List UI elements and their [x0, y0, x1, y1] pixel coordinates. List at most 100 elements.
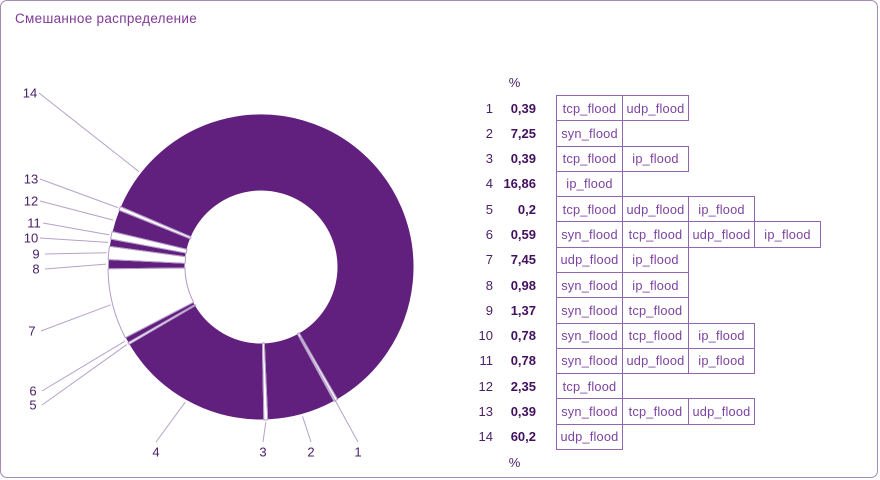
row-percent: 0,98 [510, 277, 536, 293]
row-index: 2 [485, 125, 493, 141]
attack-type-cell: tcp_flood [556, 373, 623, 400]
attack-type-cell: syn_flood [556, 398, 623, 425]
row-percent: 0,39 [510, 151, 536, 167]
table-row: 7 7,45 udp_flood ip_flood [471, 246, 689, 273]
attack-type-cell: tcp_flood [622, 322, 689, 349]
row-index: 7 [485, 252, 493, 268]
attack-type-cell: syn_flood [556, 271, 623, 299]
attack-type-cell: tcp_flood [622, 297, 689, 324]
row-index: 12 [478, 378, 493, 394]
donut-slice-3 [261, 342, 269, 421]
row-index: 10 [478, 328, 493, 344]
donut-slice-5 [127, 303, 197, 346]
table-row: 1 0,39 tcp_flood udp_flood [471, 95, 689, 122]
attack-type-cells: syn_flood tcp_flood [556, 297, 689, 324]
slice-number-label: 10 [24, 231, 38, 246]
attack-type-cell: ip_flood [622, 271, 689, 299]
leader-line-2 [302, 416, 312, 443]
attack-type-cell: syn_flood [556, 322, 623, 349]
table-row: 13 0,39 syn_flood tcp_flood udp_flood [471, 398, 755, 425]
table-row: 3 0,39 tcp_flood ip_flood [471, 145, 689, 172]
donut-slice-11 [110, 231, 188, 254]
attack-type-cells: udp_flood [556, 423, 623, 450]
row-percent: 0,39 [510, 100, 536, 116]
table-row: 6 0,59 syn_flood tcp_flood udp_flood ip_flood [471, 221, 821, 248]
slice-number-label: 13 [24, 172, 38, 187]
row-index: 4 [485, 176, 493, 192]
attack-type-cell: tcp_flood [556, 95, 623, 122]
table-row: 5 0,2 tcp_flood udp_flood ip_flood [471, 196, 755, 223]
table-row: 12 2,35 tcp_flood [471, 373, 623, 400]
attack-type-cell: ip_flood [754, 221, 821, 248]
leader-line-1 [299, 336, 359, 443]
attack-type-cell: udp_flood [688, 398, 755, 425]
slice-number-label: 11 [27, 216, 41, 231]
leader-line-6 [41, 340, 126, 392]
attack-type-cell: syn_flood [556, 120, 623, 147]
attack-type-cells: syn_flood tcp_flood ip_flood [556, 322, 755, 349]
leader-line-10 [39, 237, 109, 243]
leader-line-14 [38, 92, 140, 172]
attack-type-cells: syn_flood [556, 120, 623, 147]
row-index: 5 [485, 201, 493, 217]
distribution-table: % 1 0,39 tcp_flood udp_flood 2 7,25 syn_flood 3… [471, 70, 871, 470]
row-index: 11 [479, 353, 494, 369]
attack-type-cell: tcp_flood [556, 145, 623, 172]
row-percent: 0,2 [517, 201, 536, 217]
percent-header: % [508, 75, 521, 90]
attack-type-cells: syn_flood tcp_flood udp_flood [556, 398, 755, 425]
attack-type-cells: tcp_flood ip_flood [556, 145, 689, 172]
table-row: 10 0,78 syn_flood tcp_flood ip_flood [471, 322, 755, 349]
leader-line-3 [262, 421, 267, 443]
slice-number-label: 3 [259, 445, 266, 460]
attack-type-cell: syn_flood [556, 297, 623, 324]
slice-number-label: 4 [152, 445, 159, 460]
leader-line-13 [39, 178, 119, 209]
attack-type-cell: ip_flood [622, 246, 689, 273]
table-row: 14 60,2 udp_flood [471, 423, 623, 450]
leader-line-11 [42, 222, 110, 236]
row-percent: 60,2 [510, 429, 536, 445]
attack-type-cell: ip_flood [688, 322, 755, 349]
attack-type-cells: syn_flood tcp_flood udp_flood ip_flood [556, 221, 821, 248]
slice-number-label: 1 [354, 445, 361, 460]
leader-line-7 [40, 304, 111, 332]
slice-number-label: 2 [307, 445, 314, 460]
attack-type-cell: udp_flood [556, 246, 623, 273]
attack-type-cell: syn_flood [556, 347, 623, 375]
slice-number-label: 7 [28, 324, 35, 339]
attack-type-cell: ip_flood [622, 145, 689, 172]
attack-type-cell: udp_flood [688, 221, 755, 248]
leader-line-5 [41, 344, 128, 406]
attack-type-cell: udp_flood [622, 347, 689, 375]
row-percent: 0,78 [510, 328, 536, 344]
percent-footer: % [508, 455, 521, 470]
leader-line-4 [155, 401, 186, 443]
slice-number-label: 6 [29, 384, 36, 399]
attack-type-cell: ip_flood [688, 347, 755, 375]
attack-type-cells: ip_flood [556, 170, 623, 198]
row-percent: 0,78 [510, 353, 536, 369]
row-index: 6 [485, 227, 493, 243]
row-index: 13 [478, 404, 493, 419]
donut-slice-13 [118, 205, 192, 240]
row-percent: 16,86 [503, 176, 536, 192]
page-title: Смешанное распределение [15, 11, 198, 26]
attack-type-cell: tcp_flood [622, 398, 689, 425]
attack-type-cells: syn_flood udp_flood ip_flood [556, 347, 755, 375]
donut-slice-7 [107, 267, 195, 339]
row-percent: 2,35 [510, 378, 536, 394]
table-row: 9 1,37 syn_flood tcp_flood [471, 297, 689, 324]
slice-number-label: 8 [32, 262, 39, 277]
attack-type-cell: tcp_flood [622, 221, 689, 248]
row-index: 1 [485, 100, 493, 116]
slice-number-label: 5 [29, 398, 36, 413]
slice-number-label: 9 [32, 247, 39, 262]
attack-type-cells: tcp_flood [556, 373, 623, 400]
attack-type-cell: tcp_flood [556, 196, 623, 223]
attack-type-cells: tcp_flood udp_flood ip_flood [556, 196, 755, 223]
table-row: 2 7,25 syn_flood [471, 120, 623, 147]
row-index: 14 [478, 429, 493, 445]
row-percent: 7,25 [510, 125, 536, 141]
